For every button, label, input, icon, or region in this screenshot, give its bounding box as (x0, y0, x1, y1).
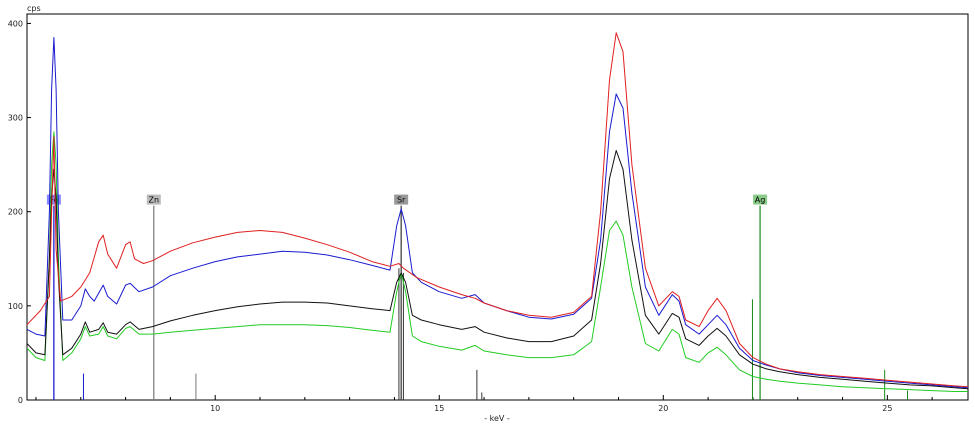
spectrum-line-2 (26, 150, 969, 390)
spectrum-line-0 (26, 32, 969, 388)
plot-frame (26, 13, 969, 401)
element-label-bg (146, 194, 161, 205)
element-markers: Fe Zn Sr Ag (46, 194, 768, 400)
x-tick-label: 20 (658, 404, 668, 413)
element-label-bg (753, 194, 768, 205)
x-tick-label: 25 (882, 404, 892, 413)
element-label-fe[interactable]: Fe (49, 196, 58, 205)
element-label-bg (394, 194, 409, 205)
y-axis-ticks: 0 100 200 300 400 (8, 19, 31, 405)
x-axis-ticks: 10 15 20 25 (35, 395, 933, 413)
y-axis-label: cps (27, 4, 41, 13)
element-label-zn[interactable]: Zn (149, 196, 160, 205)
y-tick-label: 200 (8, 208, 23, 217)
y-tick-label: 100 (8, 302, 23, 311)
spectrum-line-1 (26, 37, 969, 389)
y-tick-label: 400 (8, 19, 23, 28)
element-label-ag[interactable]: Ag (755, 196, 766, 205)
y-tick-label: 300 (8, 114, 23, 123)
x-axis-label: - keV - (484, 414, 510, 423)
x-tick-label: 10 (210, 404, 220, 413)
y-tick-label: 0 (18, 396, 23, 405)
spectrum-series (26, 32, 969, 392)
element-label-sr[interactable]: Sr (397, 196, 406, 205)
element-label-bg (46, 194, 61, 205)
x-tick-label: 15 (434, 404, 444, 413)
spectrum-line-3 (26, 131, 968, 392)
